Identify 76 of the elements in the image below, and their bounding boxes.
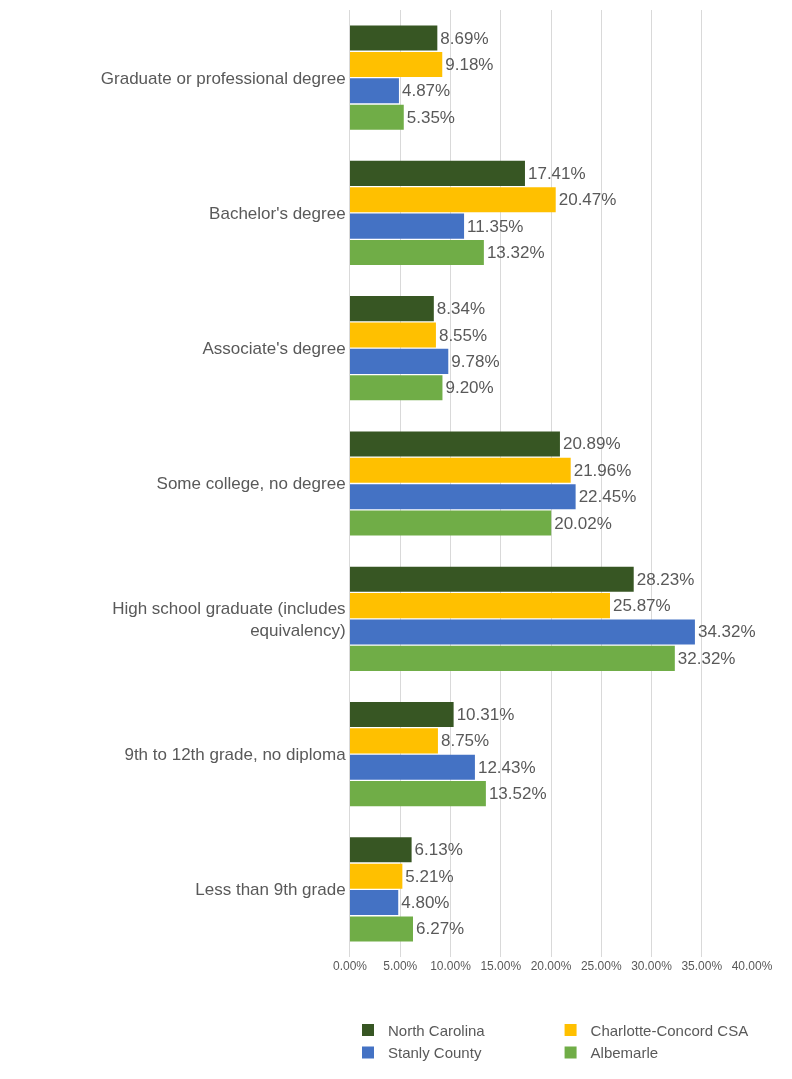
x-tick-label: 10.00%: [430, 959, 472, 973]
data-label: 21.96%: [573, 460, 632, 480]
y-tick-label: Graduate or professional degree: [100, 68, 346, 88]
data-label: 34.32%: [697, 622, 756, 642]
bar: [350, 322, 436, 348]
bar: [350, 25, 438, 51]
data-label: 20.47%: [558, 190, 617, 210]
data-label: 28.23%: [636, 569, 695, 589]
bar: [350, 78, 399, 104]
bar: [350, 916, 414, 942]
bar: [350, 457, 571, 483]
data-label: 9.18%: [445, 54, 494, 74]
data-label: 8.75%: [440, 731, 490, 751]
data-label: 5.35%: [406, 107, 455, 127]
bar: [350, 510, 552, 536]
bar: [350, 754, 475, 780]
bar: [350, 781, 486, 807]
data-label: 6.13%: [414, 840, 463, 860]
y-tick-label: Bachelor's degree: [209, 203, 346, 223]
data-label: 8.55%: [438, 325, 488, 345]
x-tick-label: 20.00%: [530, 959, 572, 973]
bar: [350, 104, 404, 130]
bar: [350, 701, 454, 728]
bar: [350, 619, 695, 645]
legend-label: Charlotte-Concord CSA: [590, 1021, 749, 1039]
bar: [350, 296, 434, 322]
bar: [350, 837, 412, 863]
data-label: 6.27%: [416, 919, 465, 939]
bar: [350, 728, 438, 754]
bar: [350, 187, 556, 213]
x-tick-label: 0.00%: [332, 959, 368, 973]
x-tick-label: 35.00%: [681, 959, 723, 973]
bar: [350, 375, 443, 401]
x-tick-label: 30.00%: [631, 959, 673, 973]
data-label: 10.31%: [456, 705, 515, 724]
x-tick-label: 15.00%: [480, 959, 522, 973]
bar: [350, 484, 576, 510]
y-tick-label: High school graduate (includes equivalency): [112, 598, 346, 640]
data-label: 4.87%: [401, 81, 451, 101]
bar: [350, 645, 675, 671]
data-label: 13.52%: [488, 784, 547, 804]
data-label: 8.69%: [440, 28, 489, 48]
data-label: 13.32%: [486, 243, 545, 262]
data-label: 12.43%: [477, 757, 536, 777]
data-label: 11.35%: [467, 216, 524, 236]
y-tick-label: Less than 9th grade: [195, 880, 346, 900]
data-label: 4.80%: [401, 893, 450, 913]
bar: [350, 593, 610, 619]
bar: [350, 863, 403, 889]
x-tick-label: 40.00%: [731, 959, 773, 973]
y-tick-label: 9th to 12th grade, no diploma: [124, 745, 347, 765]
data-label: 25.87%: [612, 596, 671, 616]
bar: [350, 213, 465, 239]
bar: [350, 566, 634, 592]
data-label: 22.45%: [578, 487, 637, 507]
y-tick-label: Some college, no degree: [156, 474, 346, 494]
data-label: 20.02%: [554, 513, 612, 533]
legend-label: North Carolina: [388, 1021, 486, 1039]
bar: [350, 431, 560, 457]
legend-label: Albemarle: [590, 1044, 659, 1062]
data-label: 20.89%: [562, 434, 621, 454]
bar: [350, 239, 484, 266]
data-label: 17.41%: [527, 163, 586, 183]
data-label: 9.78%: [451, 351, 500, 371]
legend-label: Stanly County: [388, 1044, 482, 1062]
data-label: 5.21%: [405, 866, 454, 886]
x-tick-label: 25.00%: [580, 959, 622, 973]
x-tick-label: 5.00%: [383, 959, 418, 973]
y-tick-label: Associate's degree: [202, 339, 346, 359]
data-label: 8.34%: [436, 299, 486, 319]
bar: [350, 890, 399, 916]
data-label: 32.32%: [677, 648, 736, 668]
bar: [350, 348, 449, 374]
bar: [350, 51, 443, 77]
data-label: 9.20%: [445, 378, 494, 398]
bar: [350, 160, 525, 186]
